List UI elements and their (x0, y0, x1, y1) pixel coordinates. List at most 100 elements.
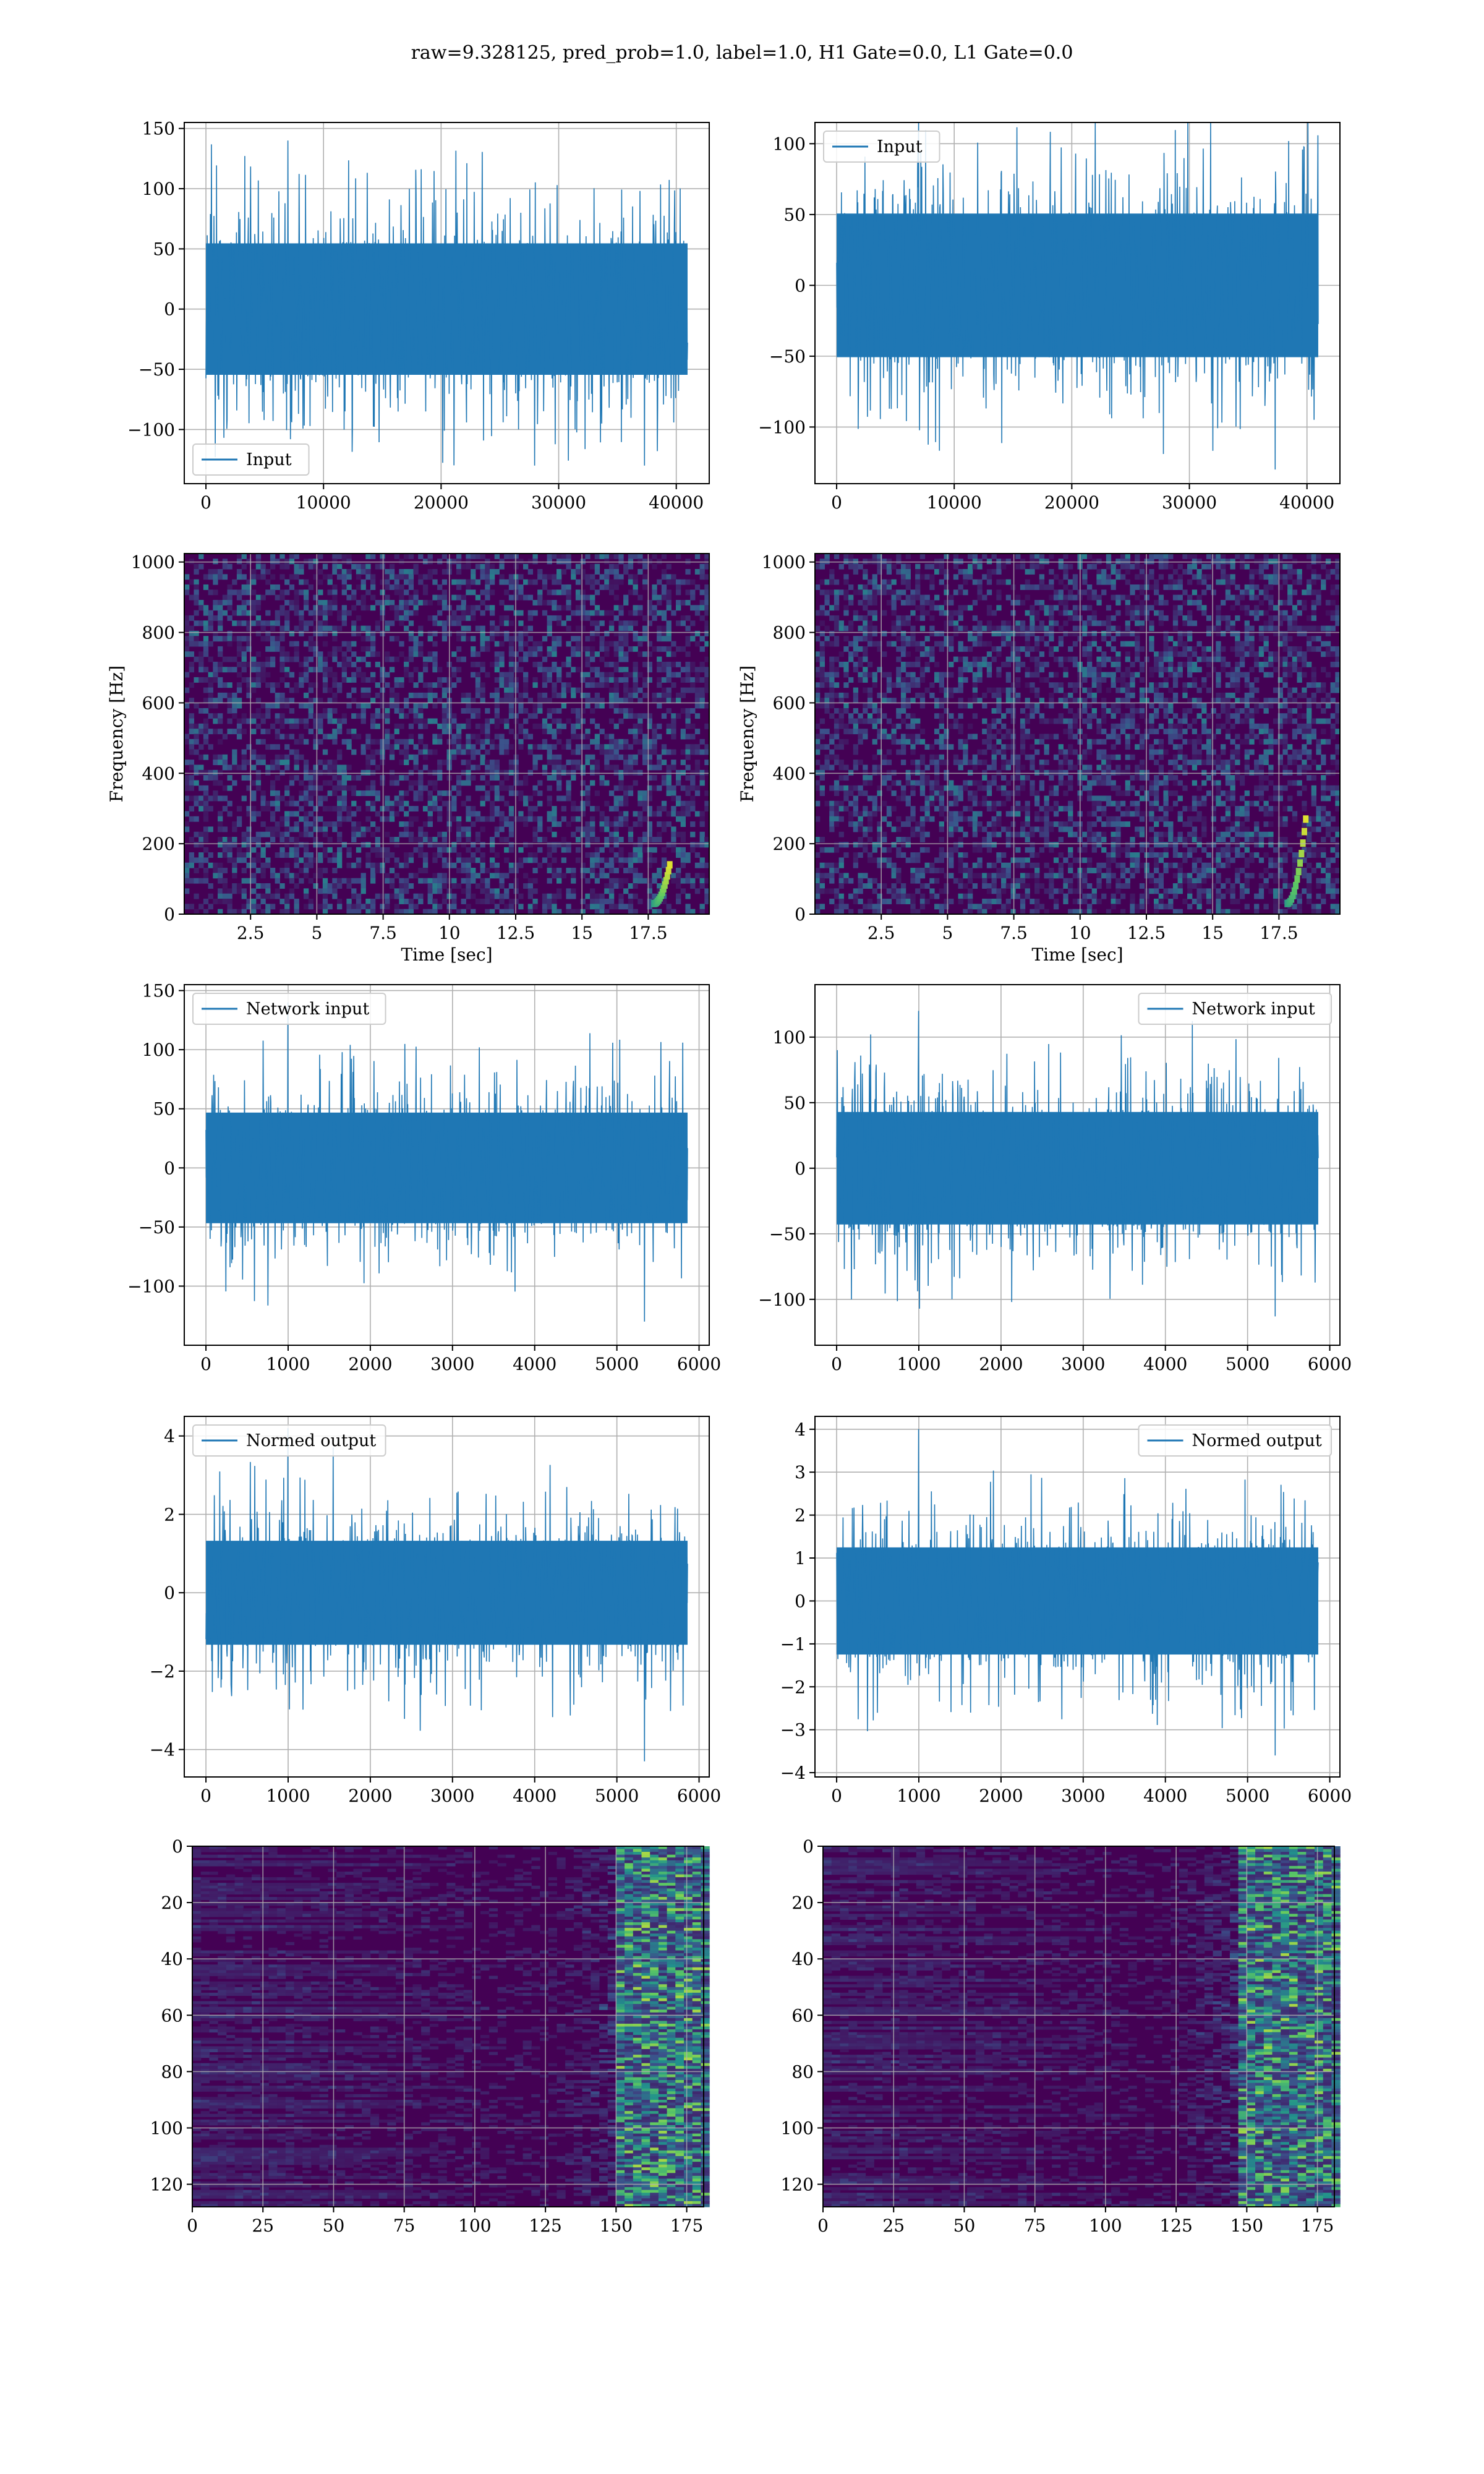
spectrogram-cell (279, 559, 285, 565)
spectrogram-cell (905, 554, 911, 559)
spectrogram-cell (222, 559, 228, 565)
spectrogram-cell (575, 713, 581, 719)
spectrogram-cell (471, 708, 476, 714)
spectrogram-cell (628, 589, 634, 596)
spectrogram-cell (480, 800, 485, 807)
spectrogram-cell (332, 568, 338, 575)
spectrogram-cell (279, 656, 285, 662)
spectrogram-cell (537, 692, 543, 698)
spectrogram-cell (599, 899, 605, 904)
spectrogram-cell (189, 852, 195, 858)
spectrogram-cell (351, 811, 357, 817)
spectrogram-cell (934, 785, 940, 791)
spectrogram-cell (934, 868, 940, 873)
spectrogram-cell (919, 625, 926, 631)
spectrogram-cell (685, 723, 691, 729)
spectrogram-cell (647, 744, 652, 750)
spectrogram-cell (236, 687, 242, 693)
spectrogram-cell (318, 800, 323, 807)
spectrogram-cell (475, 899, 481, 904)
spectrogram-cell (422, 559, 429, 565)
spectrogram-cell (341, 775, 348, 781)
spectrogram-cell (203, 620, 209, 627)
spectrogram-cell (633, 857, 638, 863)
spectrogram-cell (246, 625, 252, 631)
spectrogram-cell (618, 559, 624, 565)
spectrogram-cell (642, 661, 648, 667)
spectrogram-cell (571, 893, 576, 899)
spectrogram-cell (404, 857, 409, 863)
spectrogram-cell (929, 599, 935, 606)
spectrogram-cell (675, 620, 681, 627)
spectrogram-cell (404, 589, 409, 596)
spectrogram-cell (413, 754, 419, 760)
spectrogram-cell (189, 760, 195, 766)
spectrogram-cell (949, 857, 954, 863)
spectrogram-cell (575, 760, 581, 766)
spectrogram-cell (394, 811, 399, 817)
spectrogram-cell (566, 559, 571, 565)
spectrogram-cell (184, 615, 190, 621)
spectrogram-cell (919, 837, 926, 842)
spectrogram-cell (351, 563, 357, 570)
spectrogram-cell (532, 831, 538, 837)
spectrogram-cell (647, 661, 652, 667)
spectrogram-cell (356, 615, 362, 621)
spectrogram-cell (471, 661, 476, 667)
spectrogram-cell (437, 698, 443, 704)
spectrogram-cell (972, 687, 978, 693)
spectrogram-cell (485, 708, 490, 714)
spectrogram-cell (919, 775, 926, 781)
spectrogram-cell (633, 769, 638, 776)
spectrogram-cell (332, 826, 338, 833)
spectrogram-cell (967, 661, 973, 667)
spectrogram-cell (466, 888, 471, 894)
spectrogram-cell (255, 615, 262, 621)
spectrogram-cell (260, 738, 266, 745)
spectrogram-cell (633, 868, 638, 873)
spectrogram-cell (427, 630, 433, 636)
spectrogram-cell (380, 677, 385, 683)
spectrogram-cell (900, 574, 906, 580)
spectrogram-cell (351, 729, 357, 735)
spectrogram-cell (853, 785, 859, 791)
spectrogram-cell (404, 754, 409, 760)
spectrogram-cell (939, 579, 944, 585)
spectrogram-cell (671, 682, 676, 688)
spectrogram-cell (953, 790, 959, 797)
spectrogram-cell (877, 785, 882, 791)
spectrogram-cell (241, 749, 247, 755)
spectrogram-cell (834, 806, 840, 812)
spectrogram-cell (227, 842, 232, 848)
spectrogram-cell (408, 821, 414, 828)
spectrogram-cell (829, 641, 835, 647)
spectrogram-cell (824, 764, 830, 771)
spectrogram-cell (633, 780, 638, 786)
spectrogram-cell (613, 904, 619, 910)
spectrogram-cell (471, 610, 476, 616)
spectrogram-cell (924, 667, 930, 673)
spectrogram-cell (518, 729, 524, 735)
spectrogram-cell (580, 764, 586, 771)
spectrogram-cell (675, 780, 681, 786)
spectrogram-cell (518, 594, 524, 601)
spectrogram-cell (863, 811, 868, 817)
spectrogram-cell (251, 816, 257, 822)
spectrogram-cell (882, 857, 887, 863)
spectrogram-cell (336, 904, 343, 910)
spectrogram-cell (594, 909, 600, 915)
spectrogram-cell (580, 646, 586, 652)
spectrogram-cell (599, 811, 605, 817)
spectrogram-cell (341, 764, 348, 771)
spectrogram-cell (255, 904, 262, 910)
spectrogram-cell (251, 661, 257, 667)
spectrogram-cell (404, 661, 409, 667)
spectrogram-cell (441, 760, 448, 766)
spectrogram-cell (652, 646, 657, 652)
spectrogram-cell (385, 878, 390, 884)
spectrogram-cell (251, 909, 257, 915)
spectrogram-cell (561, 692, 567, 698)
spectrogram-cell (924, 811, 930, 817)
legend-box (192, 443, 310, 476)
spectrogram-cell (356, 862, 362, 868)
